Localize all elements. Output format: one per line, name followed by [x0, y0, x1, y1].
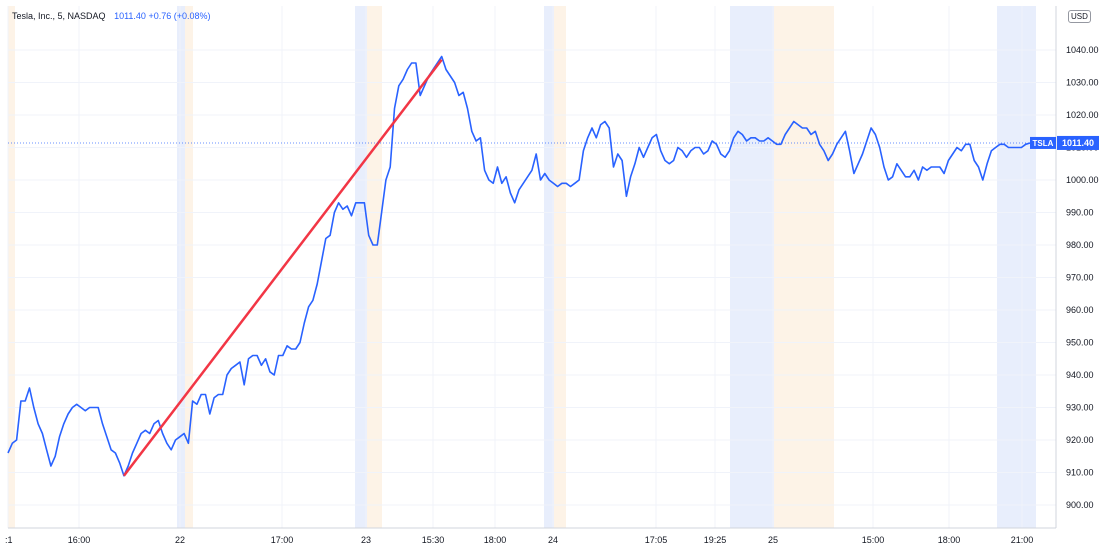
trendline[interactable]: [122, 58, 443, 477]
y-tick-label: 910.00: [1066, 468, 1094, 478]
session-shade: [730, 6, 774, 528]
last-price-label: 1011.40: [1062, 138, 1094, 148]
y-tick-label: 900.00: [1066, 500, 1094, 510]
y-tick-label: 1040.00: [1066, 45, 1099, 55]
current-price: 1011.40: [114, 11, 146, 21]
session-shade: [554, 6, 566, 528]
session-shade: [367, 6, 382, 528]
y-tick-label: 960.00: [1066, 305, 1094, 315]
x-tick-label: 16:00: [68, 535, 91, 545]
session-shade: [544, 6, 554, 528]
session-shade: [774, 6, 834, 528]
session-shade: [185, 6, 193, 528]
x-tick-label: 17:05: [645, 535, 668, 545]
x-tick-label: :1: [5, 535, 13, 545]
y-tick-label: 920.00: [1066, 435, 1094, 445]
last-price-badge: [1057, 135, 1099, 150]
x-tick-label: 21:00: [1011, 535, 1034, 545]
x-tick-label: 22: [175, 535, 185, 545]
y-tick-label: 980.00: [1066, 240, 1094, 250]
symbol-label: Tesla, Inc., 5, NASDAQ: [12, 11, 106, 21]
y-tick-label: 1000.00: [1066, 175, 1099, 185]
x-tick-label: 18:00: [938, 535, 961, 545]
x-tick-label: 15:30: [422, 535, 445, 545]
session-shade: [8, 6, 15, 528]
currency-button[interactable]: USD: [1068, 10, 1091, 23]
y-tick-label: 930.00: [1066, 403, 1094, 413]
session-shade: [997, 6, 1036, 528]
session-shade: [177, 6, 185, 528]
x-tick-label: 17:00: [271, 535, 294, 545]
x-tick-label: 25: [768, 535, 778, 545]
x-tick-label: 15:00: [862, 535, 885, 545]
x-tick-label: 18:00: [484, 535, 507, 545]
session-shade: [355, 6, 367, 528]
y-tick-label: 1030.00: [1066, 78, 1099, 88]
y-tick-label: 990.00: [1066, 208, 1094, 218]
x-tick-label: 19:25: [704, 535, 727, 545]
price-line[interactable]: [7, 55, 1031, 477]
y-tick-label: 970.00: [1066, 273, 1094, 283]
y-tick-label: 940.00: [1066, 370, 1094, 380]
x-tick-label: 23: [361, 535, 371, 545]
y-tick-label: 950.00: [1066, 338, 1094, 348]
symbol-badge: [1030, 136, 1056, 149]
chart-legend: Tesla, Inc., 5, NASDAQ 1011.40 +0.76 (+0…: [12, 11, 211, 21]
y-tick-label: 1020.00: [1066, 110, 1099, 120]
price-change: +0.76 (+0.08%): [148, 11, 211, 21]
symbol-badge-label: TSLA: [1033, 139, 1054, 148]
x-tick-label: 24: [548, 535, 558, 545]
